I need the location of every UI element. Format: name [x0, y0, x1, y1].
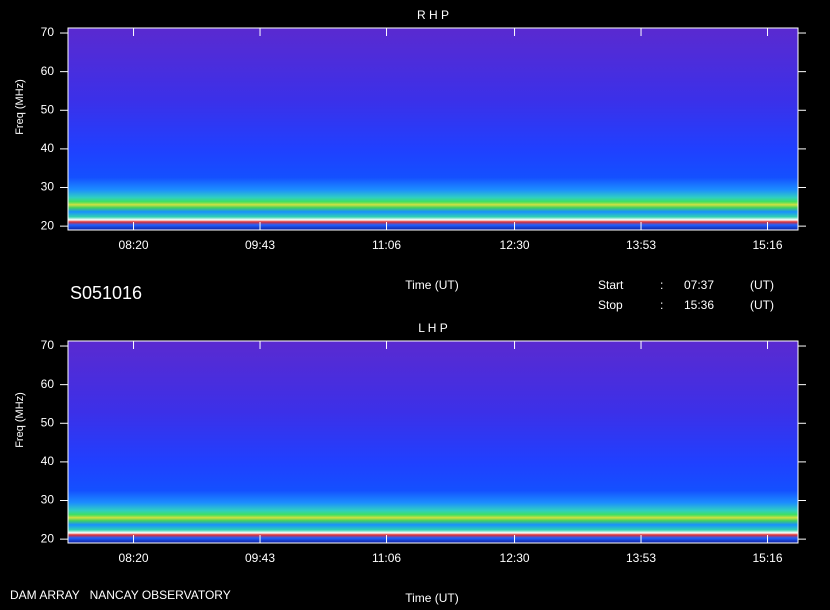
y-tick-label: 30 — [41, 180, 55, 194]
spectrogram-image — [68, 341, 798, 543]
spectrogram-image — [68, 28, 798, 230]
x-tick-label: 09:43 — [245, 551, 275, 565]
start-unit: (UT) — [750, 278, 774, 292]
y-tick-label: 40 — [41, 141, 55, 155]
y-tick-label: 40 — [41, 454, 55, 468]
x-tick-label: 15:16 — [753, 551, 783, 565]
stop-sep: : — [660, 298, 663, 312]
y-tick-label: 60 — [41, 377, 55, 391]
y-axis-label: Freq (MHz) — [14, 79, 26, 135]
y-axis-label: Freq (MHz) — [14, 392, 26, 448]
footer: DAM ARRAY NANCAY OBSERVATORY — [10, 588, 231, 602]
x-tick-label: 11:06 — [372, 238, 401, 252]
stop-label: Stop — [598, 298, 623, 312]
y-tick-label: 30 — [41, 493, 55, 507]
y-tick-label: 20 — [41, 531, 55, 545]
x-tick-label: 15:16 — [753, 238, 783, 252]
x-tick-label: 08:20 — [119, 238, 149, 252]
y-tick-label: 50 — [41, 415, 55, 429]
plot-frame — [67, 340, 799, 544]
x-tick-label: 12:30 — [500, 551, 530, 565]
plot-frame — [67, 27, 799, 231]
y-tick-label: 60 — [41, 64, 55, 78]
x-axis-label: Time (UT) — [405, 278, 459, 292]
start-label: Start — [598, 278, 624, 292]
observation-id: S051016 — [70, 283, 142, 303]
stop-unit: (UT) — [750, 298, 774, 312]
x-axis-label: Time (UT) — [405, 591, 459, 605]
y-tick-label: 70 — [41, 338, 55, 352]
start-sep: : — [660, 278, 663, 292]
stop-time: 15:36 — [684, 298, 714, 312]
start-time: 07:37 — [684, 278, 714, 292]
x-tick-label: 08:20 — [119, 551, 149, 565]
x-tick-label: 09:43 — [245, 238, 275, 252]
panel-title: R H P — [417, 8, 449, 22]
panel-title: L H P — [418, 321, 448, 335]
y-tick-label: 50 — [41, 102, 55, 116]
y-tick-label: 70 — [41, 25, 55, 39]
y-tick-label: 20 — [41, 218, 55, 232]
x-tick-label: 13:53 — [626, 238, 656, 252]
x-tick-label: 11:06 — [372, 551, 401, 565]
x-tick-label: 13:53 — [626, 551, 656, 565]
x-tick-label: 12:30 — [500, 238, 530, 252]
